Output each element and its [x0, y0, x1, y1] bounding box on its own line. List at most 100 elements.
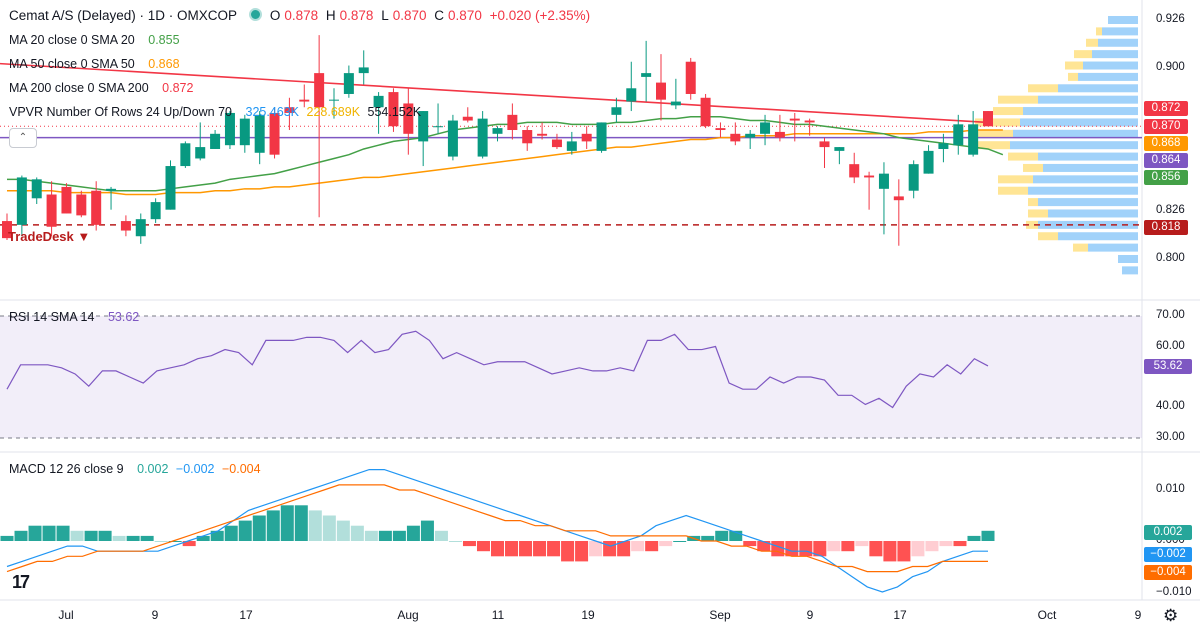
ma20-legend[interactable]: MA 20 close 0 SMA 20 0.855: [9, 33, 184, 47]
vpvr-up-bar: [1010, 141, 1138, 150]
macd-histogram-bar: [42, 525, 56, 541]
ma200-legend[interactable]: MA 200 close 0 SMA 200 0.872: [9, 81, 197, 95]
rsi-legend[interactable]: RSI 14 SMA 14 53.62: [9, 310, 143, 324]
vpvr-down-bar: [1008, 152, 1038, 161]
macd-histogram-bar: [322, 515, 336, 541]
macd-histogram-bar: [785, 541, 799, 557]
macd-tick: 0.010: [1156, 483, 1185, 495]
vpvr-label: VPVR Number Of Rows 24 Up/Down 70: [9, 105, 233, 119]
vpvr-up-bar: [1088, 243, 1138, 252]
vpvr-down-bar: [1068, 72, 1078, 81]
price-tick: 0.826: [1156, 204, 1185, 216]
ma50-label: MA 50 close 0 SMA 50: [9, 57, 135, 71]
macd-histogram-bar: [757, 541, 771, 552]
macd-histogram-bar: [182, 541, 196, 547]
macd-line: [6, 469, 988, 593]
tradingview-logo-icon[interactable]: 17: [12, 572, 30, 592]
vpvr-down-bar: [998, 95, 1038, 104]
vpvr-down-bar: [1096, 27, 1102, 36]
candle-body: [31, 179, 42, 199]
macd-histogram-bar: [953, 541, 967, 547]
vpvr-up-bar: [1098, 38, 1138, 47]
candle-body: [462, 116, 473, 121]
macd-histogram-bar: [519, 541, 533, 557]
ma20-price-tag: 0.856: [1144, 170, 1188, 185]
vpvr-down-value: 228.689K: [306, 105, 361, 119]
vpvr-up-bar: [1092, 50, 1138, 59]
candle-body: [16, 177, 27, 225]
gear-icon[interactable]: ⚙: [1163, 606, 1179, 625]
support-price-tag: 0.818: [1144, 220, 1188, 235]
candle-body: [239, 118, 250, 146]
candle-body: [180, 143, 191, 167]
low-value: 0.870: [392, 8, 427, 23]
candle-body: [343, 73, 354, 94]
ma200-price-tag: 0.872: [1144, 101, 1188, 116]
ma200-label: MA 200 close 0 SMA 200: [9, 81, 149, 95]
candle-body: [165, 166, 176, 210]
candle-body: [789, 118, 800, 121]
macd-histogram-bar: [589, 541, 603, 557]
candle-body: [106, 188, 117, 191]
macd-label: MACD 12 26 close 9: [9, 462, 124, 476]
macd-histogram-bar: [28, 525, 42, 541]
market-status-icon: [249, 8, 263, 21]
candle-body: [953, 124, 964, 146]
macd-histogram-bar: [336, 520, 350, 541]
price-tick: 0.800: [1156, 252, 1185, 264]
macd-hist-value: 0.002: [137, 462, 169, 476]
rsi-value-tag: 53.62: [1144, 359, 1192, 374]
collapse-legend-button[interactable]: ⌃: [9, 128, 37, 148]
candle-body: [507, 114, 518, 131]
high-value: 0.878: [339, 8, 374, 23]
macd-histogram-bar: [210, 530, 224, 541]
price-tick: 0.926: [1156, 13, 1185, 25]
candle-body: [254, 114, 265, 153]
vpvr-down-bar: [1073, 243, 1088, 252]
macd-histogram-bar: [448, 541, 462, 542]
vpvr-up-bar: [1038, 198, 1138, 207]
candle-body: [641, 73, 652, 77]
macd-line-value: −0.002: [175, 462, 215, 476]
candle-body: [284, 107, 295, 113]
vpvr-down-bar: [1074, 50, 1092, 59]
candle-body: [730, 133, 741, 142]
macd-histogram-bar: [533, 541, 547, 557]
vpvr-down-bar: [970, 141, 1010, 150]
macd-histogram-bar: [883, 541, 897, 562]
chart-header: Cemat A/S (Delayed) · 1D · OMXCOP O 0.878…: [9, 8, 594, 23]
vpvr-legend[interactable]: VPVR Number Of Rows 24 Up/Down 70 325.46…: [9, 105, 425, 119]
vpvr-down-bar: [1038, 232, 1058, 241]
rsi-value: 53.62: [107, 310, 140, 324]
vpvr-up-bar: [1020, 118, 1138, 127]
x-tick: 9: [806, 608, 814, 622]
candle-body: [893, 196, 904, 201]
x-tick: Sep: [709, 608, 731, 622]
x-tick: Oct: [1037, 608, 1057, 622]
candle-body: [670, 101, 681, 106]
candle-body: [2, 221, 12, 239]
macd-histogram-bar: [168, 541, 182, 542]
vpvr-down-bar: [1028, 198, 1038, 207]
open-label: O: [269, 8, 281, 23]
candle-body: [923, 150, 934, 174]
vpvr-up-bar: [1118, 255, 1138, 263]
macd-legend[interactable]: MACD 12 26 close 9 0.002 −0.002 −0.004: [9, 462, 265, 476]
macd-histogram-bar: [350, 525, 364, 541]
candle-body: [611, 107, 622, 115]
candle-body: [864, 175, 875, 178]
candle-body: [388, 92, 399, 127]
macd-histogram-bar: [14, 530, 28, 541]
macd-histogram-bar: [462, 541, 476, 547]
vpvr-up-bar: [1038, 220, 1138, 229]
macd-histogram-bar: [308, 510, 322, 541]
candle-body: [477, 118, 488, 157]
x-tick: 11: [491, 608, 505, 622]
price-tick: 0.900: [1156, 61, 1185, 73]
candle-body: [849, 164, 860, 178]
ma50-legend[interactable]: MA 50 close 0 SMA 50 0.868: [9, 57, 184, 71]
macd-histogram-bar: [434, 530, 448, 541]
macd-signal-value: −0.004: [221, 462, 261, 476]
candle-body: [685, 61, 696, 94]
